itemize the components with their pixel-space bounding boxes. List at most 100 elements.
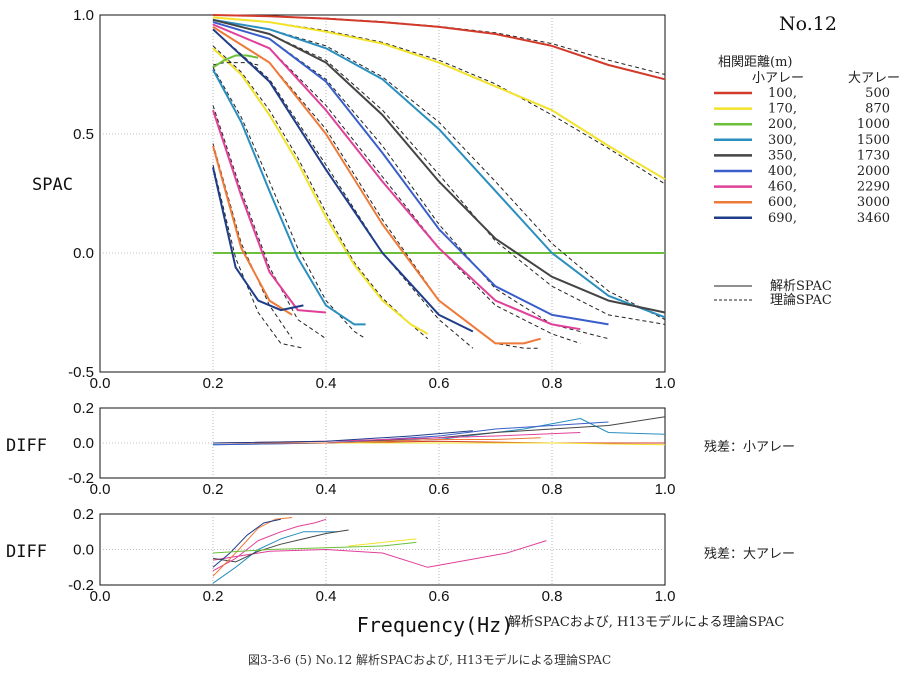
y-tick-label: 0.2 (73, 506, 94, 523)
x-tick-label: 1.0 (655, 481, 676, 498)
legend-header: 相関距離(m) (718, 55, 792, 70)
legend-small-array-value: 690, (768, 211, 797, 226)
legend-small-array-value: 200, (768, 117, 797, 132)
analysis-series-line (348, 538, 417, 547)
legend-rows: 100, 500 170, 870 200, 1000 300, 1500 350, 1730 40… (714, 86, 890, 226)
legend-small-array-value: 460, (768, 180, 797, 195)
legend-large-array-value: 3000 (857, 195, 890, 210)
analysis-series-line (212, 69, 366, 326)
x-tick-label: 0.0 (90, 588, 111, 605)
analysis-series-line (212, 28, 474, 333)
bottom-note: 解析SPACおよび, H13モデルによる理論SPAC (508, 614, 784, 630)
x-tick-label: 1.0 (655, 588, 676, 605)
theory-spac-line (212, 164, 304, 349)
y-tick-label: 1.0 (73, 7, 94, 24)
theory-spac-line (212, 16, 666, 185)
legend-col-large-array: 大アレー (848, 71, 900, 86)
y-tick-label: 0.5 (73, 126, 94, 143)
x-tick-label: 0.8 (542, 375, 563, 392)
legend-large-array-value: 870 (865, 102, 890, 117)
legend-small-array-value: 600, (768, 195, 797, 210)
x-tick-label: 0.8 (542, 481, 563, 498)
analysis-series-line (212, 26, 541, 345)
analysis-series-line (212, 21, 609, 326)
analysis-series-line (212, 47, 429, 335)
legend: No.12 相関距離(m) 小アレー 大アレー 100, 500 170, 870 20… (714, 13, 900, 308)
legend-large-array-value: 2290 (857, 180, 890, 195)
analysis-series-line (212, 541, 417, 554)
analysis-series-line (212, 529, 349, 563)
x-tick-label: 0.0 (90, 481, 111, 498)
analysis-series-line (212, 531, 338, 584)
legend-analysis-spac: 解析SPAC (770, 279, 832, 294)
analysis-series-line (212, 16, 666, 181)
theory-spac-line (212, 19, 666, 325)
analysis-series-line (212, 18, 666, 314)
x-tick-label: 0.4 (316, 481, 337, 498)
y-tick-label: 0.0 (73, 245, 94, 262)
legend-small-array-value: 170, (768, 102, 797, 117)
legend-small-array-value: 300, (768, 133, 797, 148)
analysis-series-line (212, 23, 581, 331)
theory-spac-line (212, 67, 366, 340)
x-tick-label: 0.2 (203, 588, 224, 605)
analysis-series-line (212, 18, 666, 319)
theory-spac-line (212, 105, 327, 340)
analysis-series-line (212, 54, 259, 69)
x-tick-label: 0.6 (429, 588, 450, 605)
legend-large-array-value: 3460 (857, 211, 890, 226)
x-tick-label: 0.2 (203, 375, 224, 392)
analysis-series-line (212, 14, 666, 81)
y-tick-label: 0.2 (73, 400, 94, 417)
y-tick-label: 0.0 (73, 435, 94, 452)
theory-spac-line (212, 24, 581, 344)
y-axis-label: SPAC (32, 175, 73, 195)
legend-large-array-value: 2000 (857, 164, 890, 179)
analysis-series-line (212, 540, 547, 568)
y-tick-label: -0.2 (68, 577, 94, 594)
x-tick-label: 1.0 (655, 375, 676, 392)
analysis-series-line (212, 518, 327, 572)
y-axis-label: DIFF (6, 542, 47, 562)
y-tick-label: 0.0 (73, 542, 94, 559)
figure-number-label: No.12 (779, 13, 837, 35)
theory-spac-line (212, 19, 666, 321)
y-tick-label: -0.5 (68, 364, 94, 381)
legend-theory-spac: 理論SPAC (770, 292, 832, 308)
y-tick-label: -0.2 (68, 470, 94, 487)
analysis-series-line (212, 518, 281, 568)
y-axis-label: DIFF (6, 436, 47, 456)
legend-col-small-array: 小アレー (752, 71, 804, 86)
legend-large-array-value: 1500 (857, 133, 890, 148)
legend-large-array-value: 1000 (857, 117, 890, 132)
x-tick-label: 0.8 (542, 588, 563, 605)
residual-small-array-note: 残差：小アレー (704, 440, 795, 455)
legend-large-array-value: 500 (865, 86, 890, 101)
legend-small-array-value: 400, (768, 164, 797, 179)
theory-spac-line (212, 21, 609, 340)
analysis-series-line (212, 517, 293, 577)
residual-large-array-note: 残差：大アレー (704, 547, 795, 562)
analysis-series-line (212, 430, 473, 444)
plot-frame (99, 14, 666, 373)
x-tick-label: 0.4 (316, 375, 337, 392)
x-tick-label: 0.2 (203, 481, 224, 498)
analysis-series-line (212, 432, 581, 444)
x-tick-label: 0.0 (90, 375, 111, 392)
analysis-series-line (213, 437, 541, 444)
analysis-series-line (212, 109, 327, 314)
legend-large-array-value: 1730 (857, 148, 890, 163)
theory-spac-line (212, 26, 541, 349)
x-axis-label: Frequency(Hz) (357, 613, 514, 637)
figure-caption: 図3-3-6 (5) No.12 解析SPACおよび, H13モデルによる理論S… (248, 652, 611, 667)
x-tick-label: 0.6 (429, 375, 450, 392)
analysis-series-line (212, 145, 293, 316)
x-tick-label: 0.4 (316, 588, 337, 605)
x-tick-label: 0.6 (429, 481, 450, 498)
legend-small-array-value: 350, (768, 148, 797, 163)
analysis-series-line (212, 167, 304, 312)
